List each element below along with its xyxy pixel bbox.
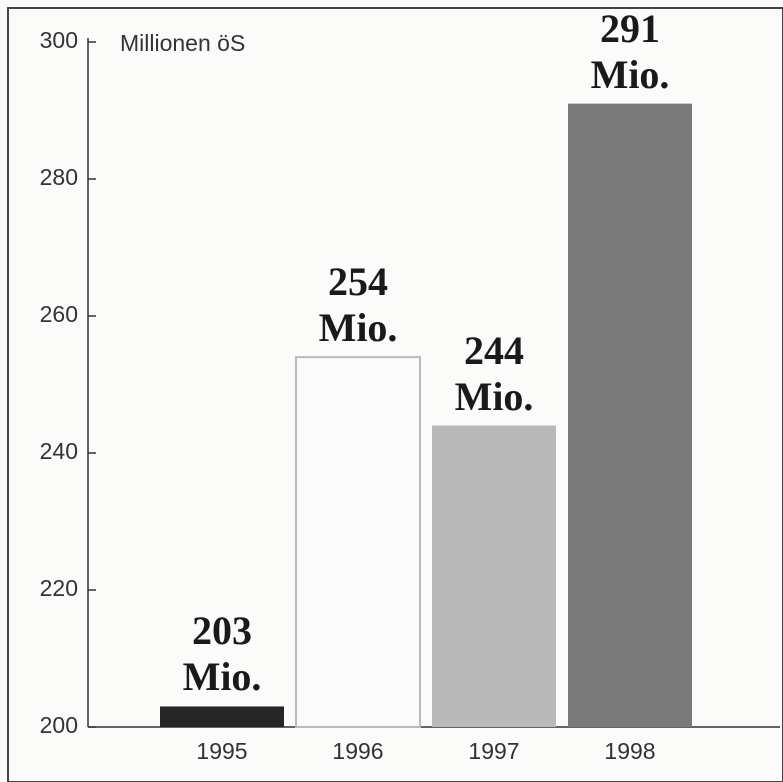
bar (568, 104, 692, 727)
value-label: 203 Mio. (167, 608, 277, 700)
bar (296, 357, 420, 727)
bar (432, 426, 556, 727)
x-tick-label: 1996 (332, 738, 383, 764)
y-tick-label: 200 (40, 712, 78, 738)
x-tick-label: 1998 (604, 738, 655, 764)
y-tick-label: 280 (40, 164, 78, 190)
chart: Millionen öS 200 220 240 260 280 300 1995 1996 1… (0, 0, 783, 782)
value-label: 291 Mio. (575, 6, 685, 98)
value-label: 244 Mio. (439, 328, 549, 420)
y-tick-label: 260 (40, 301, 78, 327)
y-axis-label: Millionen öS (120, 30, 245, 56)
value-label: 254 Mio. (303, 259, 413, 351)
x-tick-label: 1995 (196, 738, 247, 764)
chart-svg: Millionen öS 200 220 240 260 280 300 1995 1996 1… (0, 0, 783, 782)
bar (160, 706, 284, 727)
x-tick-label: 1997 (468, 738, 519, 764)
y-tick-label: 240 (40, 438, 78, 464)
y-tick-label: 300 (40, 27, 78, 53)
y-tick-label: 220 (40, 575, 78, 601)
